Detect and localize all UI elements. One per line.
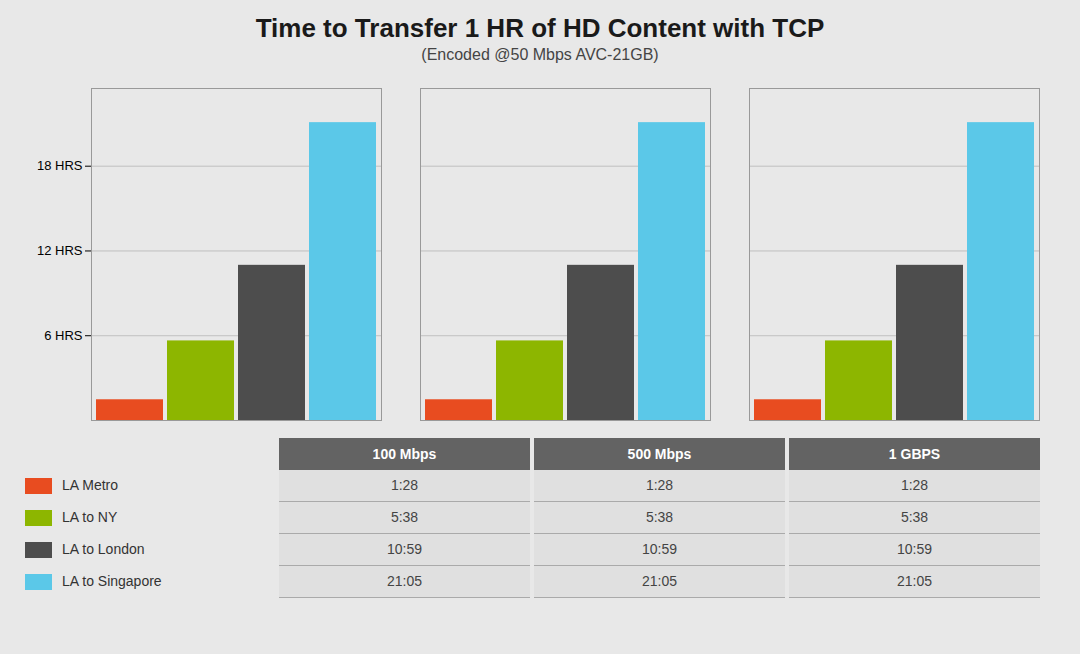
html-text:10:59: 10:59 bbox=[642, 541, 677, 557]
html-text:1:28: 1:28 bbox=[900, 477, 929, 493]
html-text:100 Mbps: 100 Mbps bbox=[372, 446, 437, 462]
html-text:LA to NY: LA to NY bbox=[62, 509, 118, 525]
html-text:21:05: 21:05 bbox=[642, 573, 677, 589]
html-text:1:28: 1:28 bbox=[390, 477, 419, 493]
html-text:10:59: 10:59 bbox=[897, 541, 932, 557]
html-text:21:05: 21:05 bbox=[897, 573, 932, 589]
svg-text:6 HRS: 6 HRS bbox=[44, 328, 83, 343]
html-text:1 GBPS: 1 GBPS bbox=[888, 446, 941, 462]
html-text:500 Mbps: 500 Mbps bbox=[627, 446, 692, 462]
svg-text:12 HRS: 12 HRS bbox=[37, 243, 83, 258]
html-text:Time to Transfer 1 HR of HD Co: Time to Transfer 1 HR of HD Content with… bbox=[255, 13, 825, 43]
svg-text:18 HRS: 18 HRS bbox=[37, 158, 83, 173]
html-text:21:05: 21:05 bbox=[387, 573, 422, 589]
html-text:LA Metro: LA Metro bbox=[62, 477, 118, 493]
html-text:10:59: 10:59 bbox=[387, 541, 422, 557]
html-text:LA to Singapore: LA to Singapore bbox=[62, 573, 162, 589]
html-text:1:28: 1:28 bbox=[645, 477, 674, 493]
html-text:5:38: 5:38 bbox=[390, 509, 419, 525]
html-text:5:38: 5:38 bbox=[645, 509, 674, 525]
html-text:5:38: 5:38 bbox=[900, 509, 929, 525]
html-text:LA to London: LA to London bbox=[62, 541, 145, 557]
html-text:(Encoded @50 Mbps AVC-21GB): (Encoded @50 Mbps AVC-21GB) bbox=[421, 46, 659, 63]
